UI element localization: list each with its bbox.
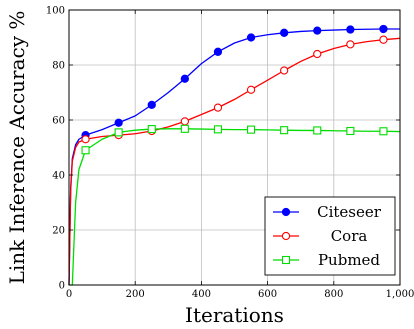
data-point-citeseer xyxy=(180,74,189,83)
data-point-cora xyxy=(81,135,90,144)
data-point-pubmed xyxy=(180,124,189,133)
y-tick-label: 40 xyxy=(52,171,65,182)
data-point-cora xyxy=(213,103,223,112)
x-tick-label: 0 xyxy=(66,289,72,300)
data-point-citeseer xyxy=(114,118,123,127)
data-point-citeseer xyxy=(313,26,322,35)
data-point-citeseer xyxy=(346,25,355,34)
legend-label-citeseer: Citeseer xyxy=(317,203,382,221)
x-tick-label: 600 xyxy=(258,289,277,300)
legend-label-cora: Cora xyxy=(331,227,368,245)
series-line-cora xyxy=(68,37,401,286)
data-point-pubmed xyxy=(313,126,322,135)
series-pubmed xyxy=(69,124,401,286)
data-point-citeseer xyxy=(279,28,289,37)
data-point-pubmed xyxy=(114,128,123,137)
x-axis-title: Iterations xyxy=(185,303,284,327)
legend: Citeseer Cora Pubmed xyxy=(264,196,396,276)
y-tick-label: 20 xyxy=(52,226,65,237)
y-tick-label: 100 xyxy=(46,6,65,17)
legend-item-pubmed: Pubmed xyxy=(273,251,380,269)
data-point-pubmed xyxy=(147,125,156,134)
data-point-pubmed xyxy=(346,126,355,136)
data-point-cora xyxy=(279,66,289,75)
series-line-citeseer xyxy=(68,28,400,286)
legend-item-citeseer: Citeseer xyxy=(273,203,382,221)
axis-ticks: 0 200 400 600 800 1,000 0 20 40 60 80 100 xyxy=(46,6,414,301)
y-tick-label: 60 xyxy=(52,116,65,127)
data-point-citeseer xyxy=(246,33,256,42)
data-point-cora xyxy=(246,85,256,94)
data-point-citeseer xyxy=(147,100,156,110)
data-point-citeseer xyxy=(213,47,223,56)
data-point-cora xyxy=(313,49,322,59)
y-axis-title: Link Inference Accuracy % xyxy=(5,11,29,285)
data-point-pubmed xyxy=(379,127,388,136)
data-point-cora xyxy=(379,35,388,44)
y-tick-label: 80 xyxy=(52,61,65,72)
data-point-cora xyxy=(346,40,355,49)
data-point-citeseer xyxy=(379,24,388,34)
y-tick-label: 0 xyxy=(59,281,65,292)
data-point-pubmed xyxy=(81,146,90,155)
series-layer xyxy=(68,24,401,286)
legend-marker-citeseer xyxy=(281,207,291,217)
data-point-pubmed xyxy=(247,125,256,134)
x-tick-label: 400 xyxy=(192,289,211,300)
data-point-pubmed xyxy=(213,125,222,134)
series-citeseer xyxy=(68,24,400,286)
legend-item-cora: Cora xyxy=(273,227,367,245)
x-tick-label: 800 xyxy=(324,289,343,300)
plot-frame xyxy=(68,9,401,286)
data-point-pubmed xyxy=(280,126,289,135)
data-point-cora xyxy=(180,117,189,126)
legend-marker-cora xyxy=(281,231,291,241)
legend-marker-pubmed xyxy=(281,255,291,265)
x-tick-label: 1,000 xyxy=(386,289,414,300)
legend-label-pubmed: Pubmed xyxy=(318,251,380,269)
x-tick-label: 200 xyxy=(126,289,145,300)
